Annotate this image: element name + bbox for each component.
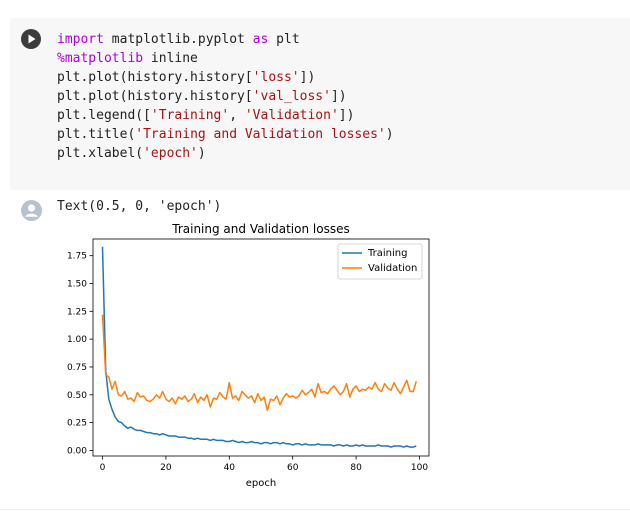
cell-divider: [0, 509, 630, 510]
code-string: 'val_loss': [252, 89, 331, 104]
code-token: plt.plot(history.history[: [57, 70, 253, 85]
code-keyword: as: [252, 32, 269, 47]
x-tick-label: 60: [287, 463, 299, 473]
code-token: ): [197, 146, 206, 161]
run-cell-button[interactable]: [21, 29, 41, 49]
y-tick-label: 1.00: [67, 335, 87, 345]
code-token: inline: [143, 51, 198, 66]
series-line-validation: [101, 314, 418, 412]
code-token: ]): [330, 89, 347, 104]
y-tick-label: 0.25: [67, 419, 87, 429]
code-token: plt.xlabel(: [57, 146, 144, 161]
code-token: plt: [268, 32, 300, 47]
y-tick-label: 1.75: [67, 252, 87, 262]
y-tick-label: 0.00: [67, 446, 87, 456]
x-tick-label: 100: [411, 463, 428, 473]
legend-label-validation: Validation: [368, 263, 417, 274]
output-avatar-icon: [21, 200, 42, 221]
code-string: 'Training': [150, 108, 230, 123]
code-editor[interactable]: import matplotlib.pyplot as plt %matplot…: [57, 30, 394, 163]
x-tick-label: 80: [350, 463, 362, 473]
code-token: ,: [229, 108, 245, 123]
code-cell[interactable]: [10, 18, 630, 190]
x-axis-label: epoch: [246, 478, 276, 489]
code-string: 'loss': [252, 70, 300, 85]
play-icon: [28, 34, 36, 44]
code-string: 'Training and Validation losses': [135, 127, 386, 142]
loss-chart: Training and Validation losses epoch 0 20…: [67, 222, 430, 489]
code-string: 'epoch': [143, 146, 198, 161]
x-tick-label: 20: [160, 463, 172, 473]
code-token: plt.legend([: [57, 108, 151, 123]
code-keyword: import: [57, 32, 104, 47]
legend: Training Validation: [337, 243, 423, 280]
code-token: plt.title(: [57, 127, 136, 142]
y-tick-label: 1.50: [67, 280, 87, 290]
code-token: ]): [338, 108, 355, 123]
legend-label-training: Training: [367, 248, 407, 259]
output-text: Text(0.5, 0, 'epoch'): [57, 199, 222, 214]
y-tick-label: 0.50: [67, 391, 87, 401]
y-tick-label: 0.75: [67, 363, 87, 373]
series-line-training: [101, 246, 417, 448]
y-tick-label: 1.25: [67, 307, 87, 317]
chart-title: Training and Validation losses: [171, 222, 349, 236]
code-token: plt.plot(history.history[: [57, 89, 253, 104]
code-token: ): [385, 127, 394, 142]
code-string: 'Validation': [244, 108, 339, 123]
x-tick-label: 0: [100, 463, 106, 473]
code-keyword: %matplotlib: [57, 51, 144, 66]
code-token: matplotlib.pyplot: [103, 32, 253, 47]
x-tick-label: 40: [224, 463, 236, 473]
code-token: ]): [299, 70, 316, 85]
